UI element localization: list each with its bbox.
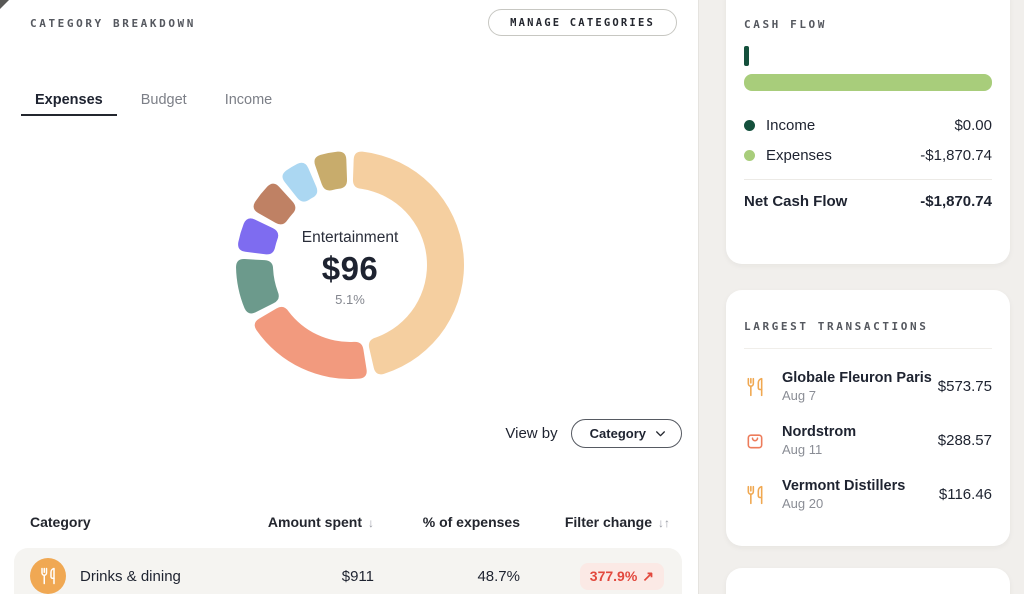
page-title: CATEGORY BREAKDOWN <box>30 17 197 30</box>
transaction-amount: $573.75 <box>937 378 992 395</box>
income-dot <box>744 120 755 131</box>
transaction-amount: $116.46 <box>938 486 992 503</box>
amount-spent-value: $911 <box>341 567 374 585</box>
cash-flow-card: CASH FLOW Income $0.00 Expenses -$1,870.… <box>726 0 1010 264</box>
net-cash-flow-label: Net Cash Flow <box>744 193 848 210</box>
donut-center-readout: Entertainment $96 5.1% <box>268 229 432 307</box>
donut-segment[interactable] <box>314 151 348 191</box>
transaction-date: Aug 20 <box>782 496 824 511</box>
donut-segment[interactable] <box>236 259 279 314</box>
category-donut-chart <box>228 143 472 387</box>
tab-budget[interactable]: Budget <box>140 92 187 108</box>
category-table-header: Category Amount spent ↓ % of expenses Fil… <box>14 514 682 530</box>
tab-income[interactable]: Income <box>224 92 273 108</box>
tab-expenses[interactable]: Expenses <box>21 84 117 116</box>
transaction-row[interactable]: Globale Fleuron Paris Aug 7 $573.75 <box>744 370 992 403</box>
divider <box>744 179 992 180</box>
column-header-pct-expenses[interactable]: % of expenses <box>422 514 520 530</box>
hovered-category-label: Entertainment <box>301 229 399 246</box>
tab-bar: Expenses Budget Income <box>21 84 286 116</box>
table-row[interactable]: Drinks & dining $911 48.7% 377.9% ↗ <box>14 548 682 594</box>
category-breakdown-panel: CATEGORY BREAKDOWN MANAGE CATEGORIES Exp… <box>0 0 682 594</box>
expenses-label: Expenses <box>766 147 832 164</box>
view-by-label: View by <box>505 425 558 442</box>
donut-segment[interactable] <box>253 183 296 225</box>
donut-segment[interactable] <box>238 218 279 255</box>
category-icon-badge <box>30 558 66 594</box>
transaction-date: Aug 7 <box>782 388 816 403</box>
transaction-date: Aug 11 <box>782 442 823 457</box>
chevron-down-icon <box>656 431 665 437</box>
donut-segment[interactable] <box>352 151 465 375</box>
trend-up-icon: ↗ <box>642 567 654 584</box>
next-card-partial <box>726 568 1010 594</box>
largest-transactions-card: LARGEST TRANSACTIONS Globale Fleuron Par… <box>726 290 1010 546</box>
donut-chart-svg <box>236 151 465 380</box>
pct-expenses-value: 48.7% <box>477 567 520 585</box>
hovered-category-value: $96 <box>321 250 379 287</box>
cash-flow-title: CASH FLOW <box>744 18 828 31</box>
view-by-control: View by Category <box>505 419 682 448</box>
transaction-name: Nordstrom <box>782 424 857 440</box>
window-corner-artifact <box>0 0 9 9</box>
shopping-bag-icon <box>744 430 766 452</box>
column-header-filter-change[interactable]: Filter change ↓↑ <box>564 514 670 530</box>
expenses-legend-row: Expenses -$1,870.74 <box>744 147 992 164</box>
transaction-name: Globale Fleuron Paris <box>782 370 932 386</box>
column-header-amount-spent[interactable]: Amount spent ↓ <box>267 514 374 530</box>
filter-change-badge: 377.9% ↗ <box>579 562 664 590</box>
dining-icon <box>744 484 766 506</box>
manage-categories-button[interactable]: MANAGE CATEGORIES <box>488 9 677 36</box>
hovered-category-percent: 5.1% <box>335 292 365 307</box>
net-cash-flow-value: -$1,870.74 <box>920 193 992 210</box>
sort-down-icon: ↓ <box>368 516 374 530</box>
donut-segment[interactable] <box>282 162 318 202</box>
column-header-category[interactable]: Category <box>30 514 91 530</box>
transaction-row[interactable]: Nordstrom Aug 11 $288.57 <box>744 424 992 457</box>
view-by-selected-value: Category <box>589 426 646 441</box>
dining-icon <box>41 567 55 585</box>
expenses-dot <box>744 150 755 161</box>
expenses-bar <box>744 74 992 91</box>
income-label: Income <box>766 117 816 134</box>
divider <box>744 348 992 349</box>
dining-icon <box>744 376 766 398</box>
largest-transactions-title: LARGEST TRANSACTIONS <box>744 320 929 333</box>
transaction-row[interactable]: Vermont Distillers Aug 20 $116.46 <box>744 478 992 511</box>
donut-segment[interactable] <box>254 306 367 380</box>
income-legend-row: Income $0.00 <box>744 117 992 134</box>
view-by-dropdown[interactable]: Category <box>570 419 682 448</box>
sort-both-icon: ↓↑ <box>658 516 670 530</box>
filter-change-value: 377.9% <box>589 568 638 584</box>
income-value: $0.00 <box>954 117 992 134</box>
net-cash-flow-row: Net Cash Flow -$1,870.74 <box>744 193 992 210</box>
expenses-value: -$1,870.74 <box>920 147 992 164</box>
right-sidebar: CASH FLOW Income $0.00 Expenses -$1,870.… <box>698 0 1024 594</box>
transaction-name: Vermont Distillers <box>782 478 906 494</box>
income-bar <box>744 46 749 66</box>
transaction-amount: $288.57 <box>937 432 992 449</box>
category-name: Drinks & dining <box>80 567 181 585</box>
